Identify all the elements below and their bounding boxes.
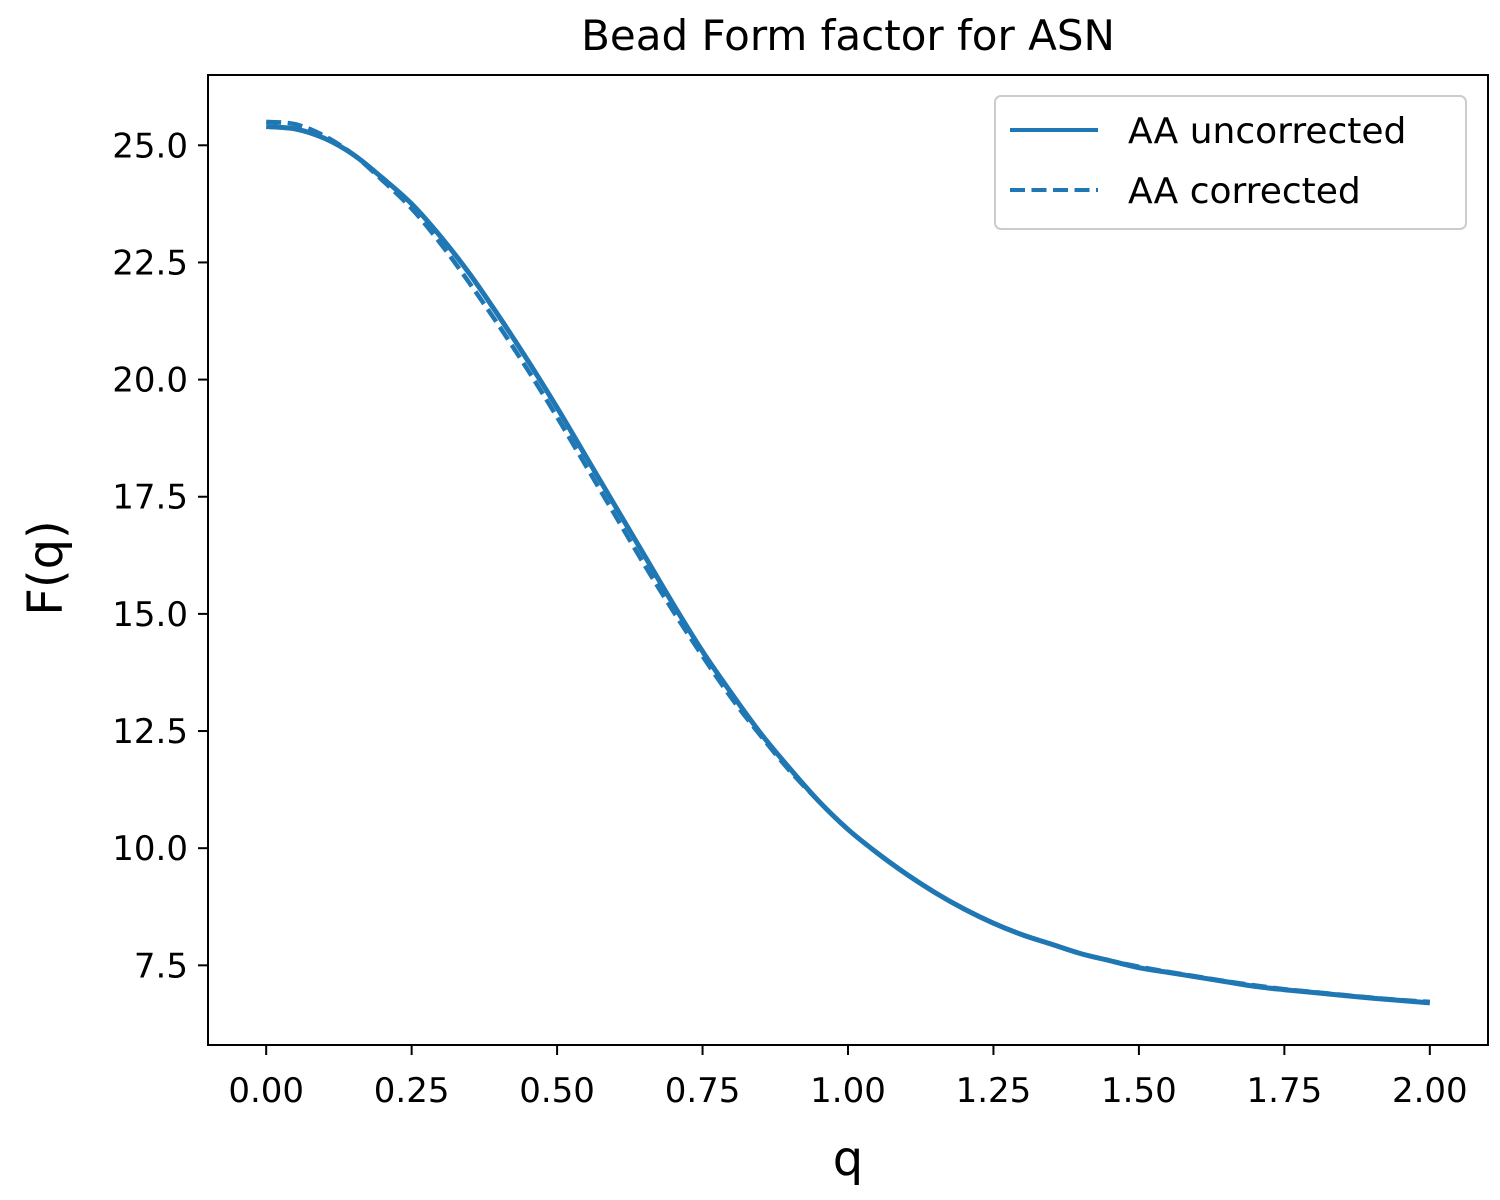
x-axis-title: q (833, 1131, 863, 1187)
y-tick-label: 20.0 (112, 361, 188, 401)
y-tick-label: 25.0 (112, 126, 188, 166)
legend-label-corrected: AA corrected (1128, 171, 1361, 212)
chart-title: Bead Form factor for ASN (581, 11, 1115, 60)
legend-box (994, 95, 1467, 230)
x-axis: 0.00 0.25 0.50 0.75 1.00 1.25 1.50 1.75 2.00 (228, 1045, 1468, 1111)
x-tick-label: 0.25 (374, 1071, 450, 1111)
x-tick-label: 1.50 (1101, 1071, 1177, 1111)
legend-label-uncorrected: AA uncorrected (1128, 111, 1406, 152)
x-tick-label: 0.50 (519, 1071, 595, 1111)
y-axis-title: F(q) (18, 520, 74, 616)
x-tick-label: 0.00 (228, 1071, 304, 1111)
y-tick-label: 17.5 (112, 478, 188, 518)
y-axis: 7.5 10.0 12.5 15.0 17.5 20.0 22.5 25.0 (112, 126, 208, 986)
y-tick-label: 7.5 (134, 946, 188, 986)
y-tick-label: 22.5 (112, 243, 188, 283)
x-tick-label: 1.00 (810, 1071, 886, 1111)
x-tick-label: 0.75 (665, 1071, 741, 1111)
x-tick-label: 1.25 (956, 1071, 1032, 1111)
y-tick-label: 15.0 (112, 595, 188, 635)
y-tick-label: 12.5 (112, 712, 188, 752)
series-line-aa-uncorrected (265, 124, 1431, 1006)
y-tick-label: 10.0 (112, 829, 188, 869)
x-tick-label: 1.75 (1247, 1071, 1323, 1111)
series-line-aa-corrected (266, 119, 1430, 1005)
series-layer (265, 119, 1431, 1006)
legend: AA uncorrected AA corrected (994, 95, 1467, 230)
x-tick-label: 2.00 (1392, 1071, 1468, 1111)
